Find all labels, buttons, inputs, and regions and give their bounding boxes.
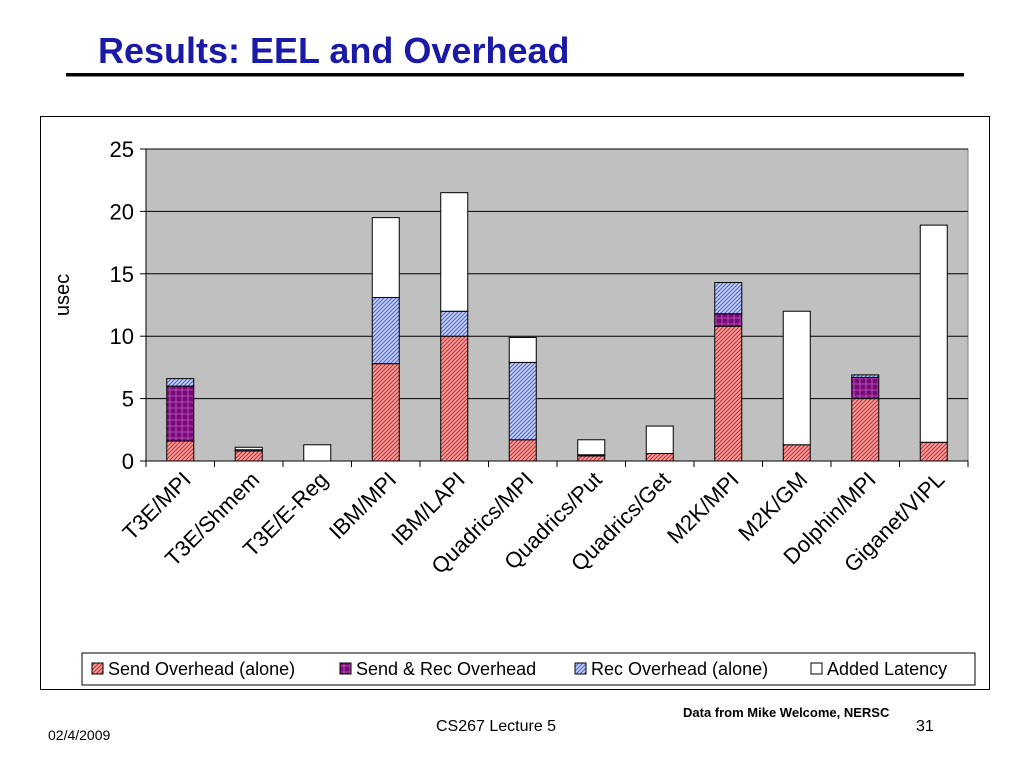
y-tick-label: 10 <box>110 324 134 349</box>
legend-label: Added Latency <box>827 659 947 679</box>
bar-segment <box>234 450 263 462</box>
bar-segment <box>851 398 880 462</box>
bar-segment <box>714 325 743 462</box>
data-source-note: Data from Mike Welcome, NERSC <box>683 705 890 720</box>
bar-segment <box>919 224 948 443</box>
bar-segment <box>166 385 195 442</box>
bar-segment <box>371 217 400 299</box>
legend-label: Rec Overhead (alone) <box>591 659 768 679</box>
x-tick-label: M2K/MPI <box>662 467 744 549</box>
bar-segment <box>714 282 743 315</box>
legend-label: Send & Rec Overhead <box>356 659 536 679</box>
legend-box <box>81 652 976 686</box>
bar-segment <box>303 444 332 462</box>
bar-segment <box>919 441 948 462</box>
slide-title: Results: EEL and Overhead <box>98 30 570 71</box>
bar-segment <box>166 440 195 462</box>
course-label: CS267 Lecture 5 <box>436 718 557 735</box>
legend-swatch <box>810 662 823 675</box>
bar-segment <box>440 335 469 462</box>
y-tick-label: 20 <box>110 199 134 224</box>
y-tick-label: 15 <box>110 262 134 287</box>
legend-swatch <box>91 662 104 675</box>
bar-segment <box>166 378 195 387</box>
chart-frame: 0 5 10 15 20 25 usec T3E/MPI T3E/Shmem T3E/E-Reg I… <box>40 116 990 690</box>
bar-segment <box>851 374 880 378</box>
bar-segment <box>645 453 674 462</box>
page-number: 31 <box>916 718 934 735</box>
bar-segment <box>371 363 400 462</box>
bar-chart: 0510152025usecT3E/MPIT3E/ShmemT3E/E-RegI… <box>52 137 976 686</box>
bar-segment <box>440 310 469 337</box>
y-tick-label: 5 <box>122 387 134 412</box>
y-tick-label: 0 <box>122 449 134 474</box>
y-axis-label: usec <box>52 274 74 316</box>
title-underline <box>66 73 964 76</box>
legend-swatch <box>574 662 587 675</box>
legend-label: Send Overhead (alone) <box>108 659 295 679</box>
bar-segment <box>782 310 811 446</box>
bar-segment <box>371 297 400 365</box>
bar-segment <box>508 361 537 441</box>
bar-segment <box>851 376 880 400</box>
legend-swatch <box>339 662 352 675</box>
y-tick-label: 25 <box>110 137 134 162</box>
bar-segment <box>714 313 743 327</box>
slide-date: 02/4/2009 <box>48 727 111 743</box>
bar-segment <box>234 446 263 451</box>
bar-segment <box>782 444 811 462</box>
bar-segment <box>508 336 537 363</box>
bar-segment <box>577 455 606 462</box>
bar-segment <box>508 439 537 462</box>
bar-segment <box>645 425 674 455</box>
bar-segment <box>577 439 606 456</box>
bar-segment <box>440 192 469 312</box>
plot-area <box>145 148 969 462</box>
title-underline-shadow <box>66 76 964 77</box>
